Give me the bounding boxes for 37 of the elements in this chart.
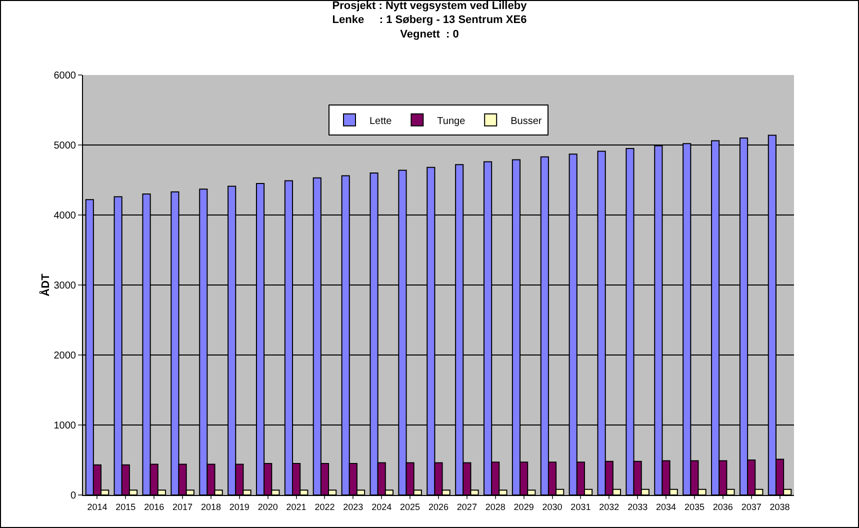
x-tick-label: 2030 (542, 502, 562, 512)
y-tick-label: 4000 (54, 210, 76, 222)
x-tick-label: 2029 (514, 502, 534, 512)
y-tick-label: 0 (70, 490, 76, 502)
x-tick-label: 2034 (656, 502, 676, 512)
y-tick-label: 2000 (54, 350, 76, 362)
x-tick-label: 2017 (172, 502, 193, 512)
x-tick-label: 2025 (400, 502, 420, 512)
y-axis-title: ÅDT (38, 273, 52, 296)
x-tick-label: 2018 (200, 502, 221, 512)
x-tick-label: 2038 (770, 502, 790, 512)
x-tick-label: 2028 (485, 502, 506, 512)
x-tick-label: 2036 (712, 502, 733, 512)
x-tick-label: 2014 (87, 502, 108, 512)
x-tick-label: 2024 (372, 502, 392, 512)
x-tick-label: 2015 (116, 502, 136, 512)
legend-label: Busser (510, 116, 542, 127)
x-tick-label: 2021 (286, 502, 306, 512)
legend-label: Tunge (437, 116, 466, 127)
y-tick-label: 5000 (54, 140, 76, 152)
x-tick-label: 2020 (258, 502, 278, 512)
legend-label: Lette (370, 116, 392, 127)
x-tick-label: 2033 (628, 502, 648, 512)
x-tick-label: 2035 (684, 502, 704, 512)
x-tick-label: 2023 (343, 502, 364, 512)
x-tick-label: 2037 (741, 502, 762, 512)
y-tick-label: 1000 (54, 420, 76, 432)
x-tick-label: 2019 (229, 502, 250, 512)
chart-title: Prosjekt : Nytt vegsystem ved Lilleby Lenke : 1 Søberg - 13 Sentrum XE6 Vegnett : 0 (332, 0, 528, 40)
y-tick-label: 3000 (54, 280, 76, 292)
x-tick-label: 2027 (456, 502, 477, 512)
x-tick-label: 2016 (144, 502, 164, 512)
x-tick-label: 2032 (599, 502, 620, 512)
x-tick-label: 2022 (314, 502, 335, 512)
y-tick-label: 6000 (54, 70, 76, 82)
x-tick-label: 2026 (428, 502, 449, 512)
x-tick-label: 2031 (570, 502, 591, 512)
